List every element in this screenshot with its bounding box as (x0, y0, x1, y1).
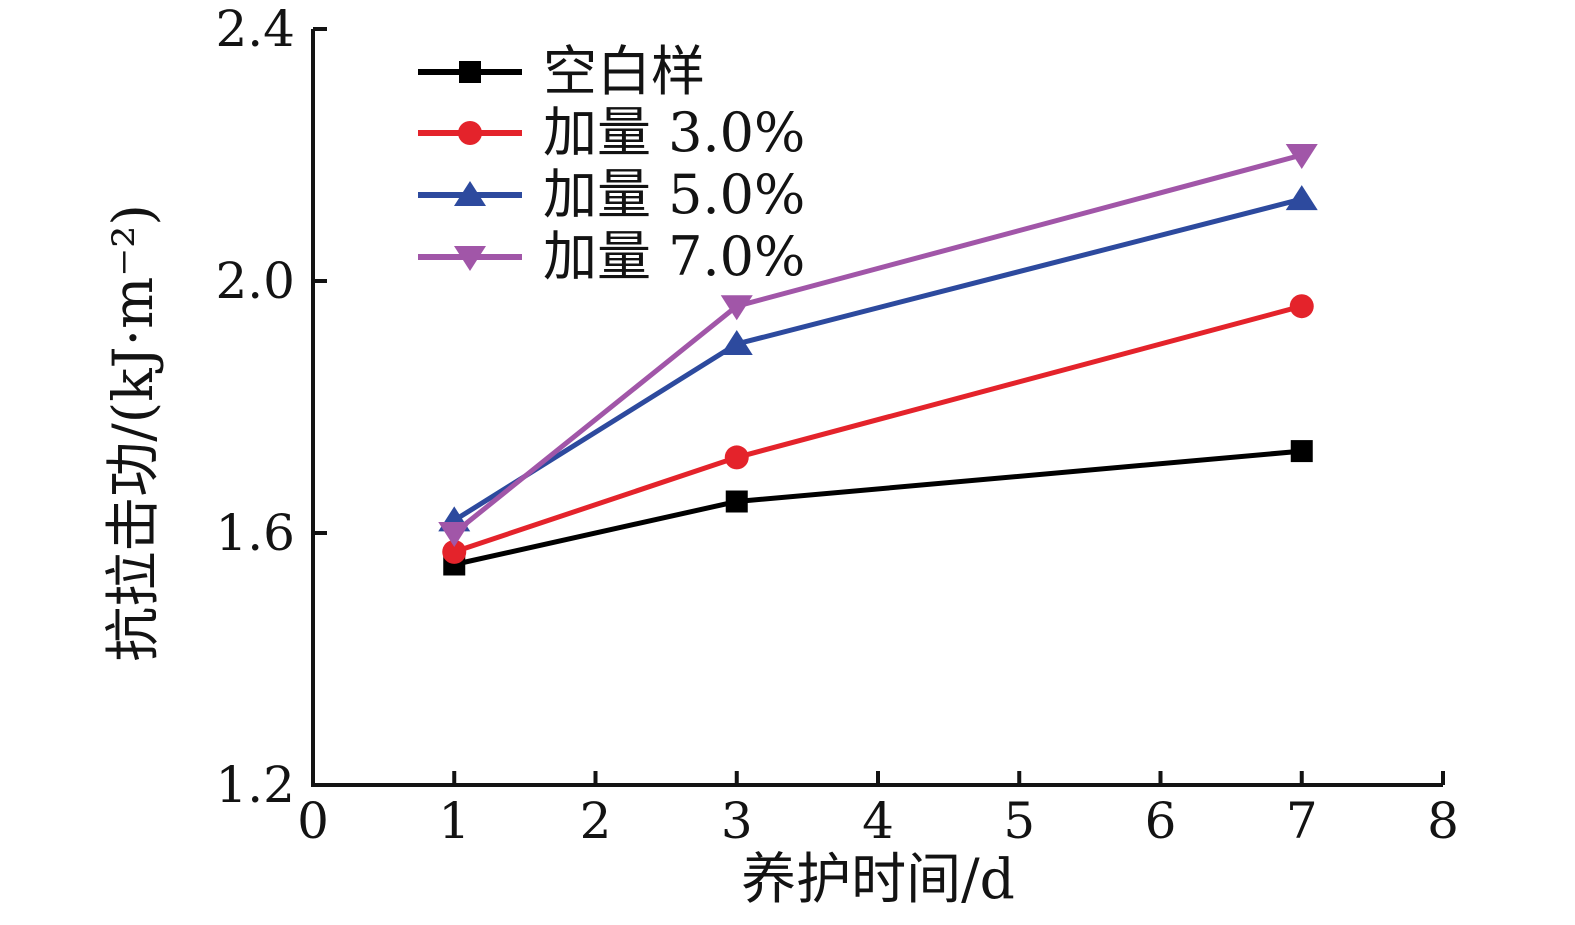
legend-label: 加量 5.0% (543, 163, 805, 226)
data-point-circle (1289, 294, 1314, 319)
data-series (438, 144, 1318, 576)
data-point-triangle-down (1285, 144, 1318, 169)
data-point-square (1290, 440, 1313, 463)
y-tick-label: 1.2 (215, 756, 295, 814)
y-tick-label: 2.4 (215, 0, 295, 58)
x-tick-label: 7 (1286, 792, 1318, 850)
x-tick-label: 6 (1145, 792, 1177, 850)
legend-item: 空白样 (418, 40, 705, 103)
data-point-triangle-up (720, 330, 753, 355)
x-tick-label: 0 (297, 792, 329, 850)
legend-item: 加量 3.0% (418, 101, 805, 164)
data-point-triangle-down (454, 246, 486, 271)
x-tick-label: 2 (580, 792, 612, 850)
data-point-circle (442, 539, 467, 564)
x-axis-title: 养护时间/d (741, 847, 1015, 911)
legend-item: 加量 7.0% (418, 225, 805, 288)
axis-spines (311, 29, 1443, 787)
axes: 0 1 2 3 4 5 6 7 8 1.2 1.6 2.0 2.4 (215, 0, 1458, 850)
legend-label: 加量 3.0% (543, 101, 805, 164)
x-tick-label: 1 (438, 792, 470, 850)
data-point-circle (458, 121, 482, 145)
x-tick-label: 8 (1427, 792, 1459, 850)
legend-label: 空白样 (543, 40, 705, 103)
data-point-triangle-down (438, 522, 471, 547)
data-point-square (725, 490, 748, 513)
data-point-square (459, 61, 481, 83)
data-point-triangle-up (1285, 185, 1318, 211)
legend-label: 加量 7.0% (543, 225, 805, 288)
x-tick-label: 3 (721, 792, 753, 850)
legend-item: 加量 5.0% (418, 163, 805, 226)
data-point-circle (724, 445, 749, 470)
data-point-triangle-up (454, 181, 486, 206)
y-tick-label: 1.6 (215, 504, 295, 562)
x-tick-label: 5 (1003, 792, 1035, 850)
y-axis-title: 抗拉击功/(kJ·m⁻²) (101, 204, 165, 662)
data-point-triangle-down (720, 295, 753, 321)
x-tick-label: 4 (862, 792, 894, 850)
y-tick-label: 2.0 (215, 252, 295, 310)
